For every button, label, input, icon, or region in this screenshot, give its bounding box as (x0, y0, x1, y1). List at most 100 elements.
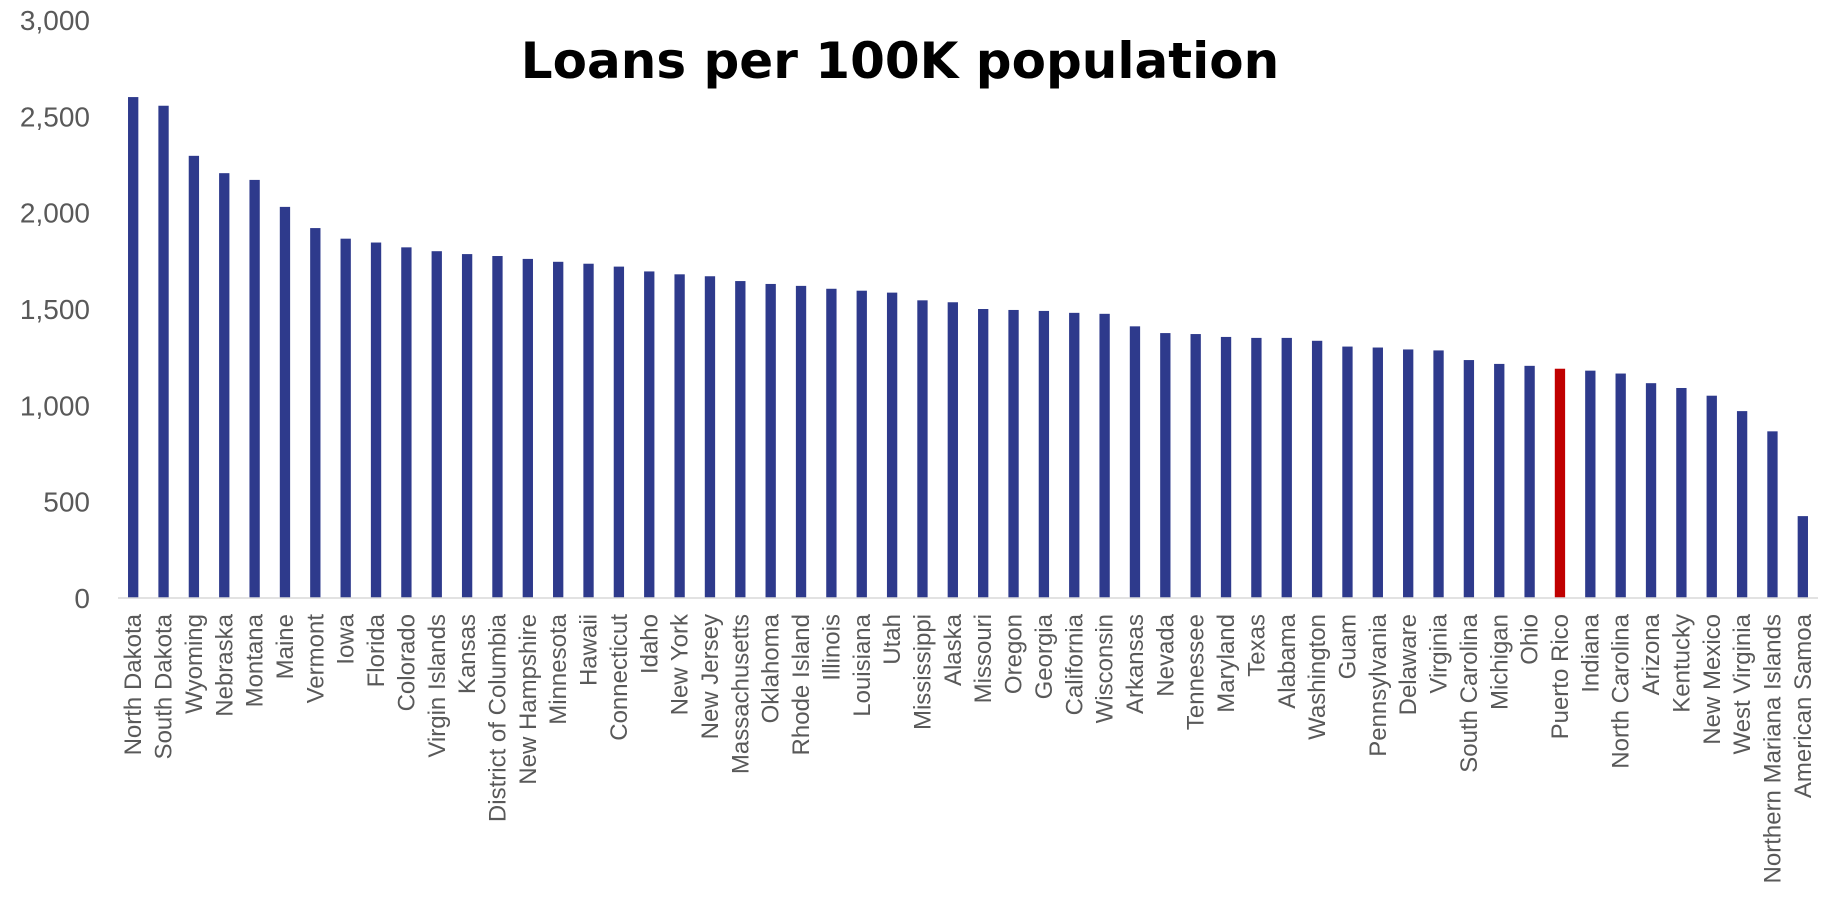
bar (1342, 346, 1353, 598)
bar (188, 155, 200, 598)
bar (1069, 312, 1080, 598)
bar (310, 228, 321, 598)
bar (249, 179, 260, 598)
bar (917, 300, 928, 598)
x-tick-label: Wyoming (181, 614, 208, 714)
bar (795, 285, 807, 598)
x-tick-label: Kansas (454, 614, 481, 694)
bar (370, 242, 382, 598)
x-tick-label: Wisconsin (1092, 614, 1119, 723)
x-tick-label: Maine (272, 614, 299, 679)
x-tick-label: Indiana (1577, 613, 1604, 692)
x-tick-label: North Carolina (1608, 613, 1635, 768)
bar (1797, 516, 1808, 598)
bars (128, 97, 1808, 599)
x-tick-label: North Dakota (120, 613, 147, 755)
bar (553, 261, 564, 598)
bar (978, 309, 989, 598)
bar (765, 283, 776, 598)
x-tick-label: New Jersey (697, 614, 724, 739)
x-tick-label: Alaska (940, 613, 967, 686)
bar (735, 281, 746, 598)
x-tick-label: Pennsylvania (1365, 613, 1392, 756)
bar (461, 254, 473, 598)
bar (704, 276, 716, 598)
bar (1099, 313, 1110, 598)
x-tick-label: California (1061, 613, 1088, 715)
y-tick-label: 2,000 (20, 198, 90, 229)
x-tick-label: District of Columbia (484, 613, 511, 822)
bar (674, 274, 685, 598)
bar (1736, 411, 1748, 598)
x-tick-label: Florida (363, 613, 390, 687)
bar (1585, 370, 1596, 598)
bar (947, 302, 958, 598)
x-tick-label: Ohio (1517, 614, 1544, 665)
bar (1160, 333, 1171, 598)
x-tick-label: New Mexico (1699, 614, 1726, 745)
bar (128, 97, 139, 598)
x-tick-label: Delaware (1395, 614, 1422, 715)
y-tick-label: 0 (74, 583, 90, 614)
bar (1311, 340, 1323, 598)
bar (1676, 387, 1687, 598)
x-tick-label: Hawaii (576, 614, 603, 686)
x-axis: North Dakota South Dakota Wyoming Nebraska M… (120, 613, 1817, 883)
x-tick-label: Kentucky (1668, 614, 1695, 713)
bar (431, 251, 442, 598)
x-tick-label: Oklahoma (758, 613, 785, 723)
bar (1645, 383, 1657, 598)
x-tick-label: American Samoa (1790, 613, 1817, 798)
bar (826, 288, 837, 598)
bar (1554, 368, 1566, 598)
bar (1038, 310, 1050, 598)
x-tick-label: Montana (242, 613, 269, 707)
bar (279, 206, 291, 598)
x-tick-label: Nevada (1152, 613, 1179, 696)
bar (1281, 337, 1292, 598)
bar (492, 256, 503, 598)
x-tick-label: South Dakota (151, 613, 178, 759)
bar (1433, 350, 1444, 598)
bar (644, 271, 655, 598)
x-tick-label: Colorado (393, 614, 420, 711)
x-tick-label: Guam (1334, 614, 1361, 679)
x-tick-label: Alabama (1274, 613, 1301, 708)
bar (1251, 337, 1262, 598)
x-tick-label: Nebraska (211, 613, 238, 716)
x-tick-label: West Virginia (1729, 613, 1756, 754)
x-tick-label: Arizona (1638, 613, 1665, 695)
x-tick-label: Maryland (1213, 614, 1240, 713)
bar (1767, 431, 1778, 598)
bar (522, 258, 533, 598)
x-tick-label: Massachusetts (727, 614, 754, 774)
x-tick-label: Utah (879, 614, 906, 665)
x-tick-label: Missouri (970, 614, 997, 703)
bar (1524, 365, 1535, 598)
x-tick-label: Minnesota (545, 613, 572, 724)
bar (1008, 309, 1019, 598)
bar (886, 292, 898, 598)
x-tick-label: New Hampshire (515, 614, 542, 785)
x-tick-label: Arkansas (1122, 614, 1149, 714)
x-tick-label: Mississippi (909, 614, 936, 730)
y-tick-label: 2,500 (20, 101, 90, 132)
bar (1615, 373, 1626, 598)
bar (1129, 326, 1141, 598)
bar (1220, 336, 1232, 598)
x-tick-label: Connecticut (606, 614, 633, 741)
bar (613, 266, 625, 598)
x-tick-label: Northern Mariana Islands (1759, 614, 1786, 883)
bar (219, 173, 230, 599)
x-tick-label: Puerto Rico (1547, 614, 1574, 739)
x-tick-label: Vermont (302, 614, 329, 704)
bar (1494, 363, 1505, 598)
x-tick-label: Tennessee (1183, 614, 1210, 730)
x-tick-label: Louisiana (849, 613, 876, 716)
x-tick-label: Texas (1243, 614, 1270, 677)
y-tick-label: 1,500 (20, 294, 90, 325)
bar (340, 238, 351, 598)
x-tick-label: Oregon (1001, 614, 1028, 694)
x-tick-label: Iowa (333, 613, 360, 664)
